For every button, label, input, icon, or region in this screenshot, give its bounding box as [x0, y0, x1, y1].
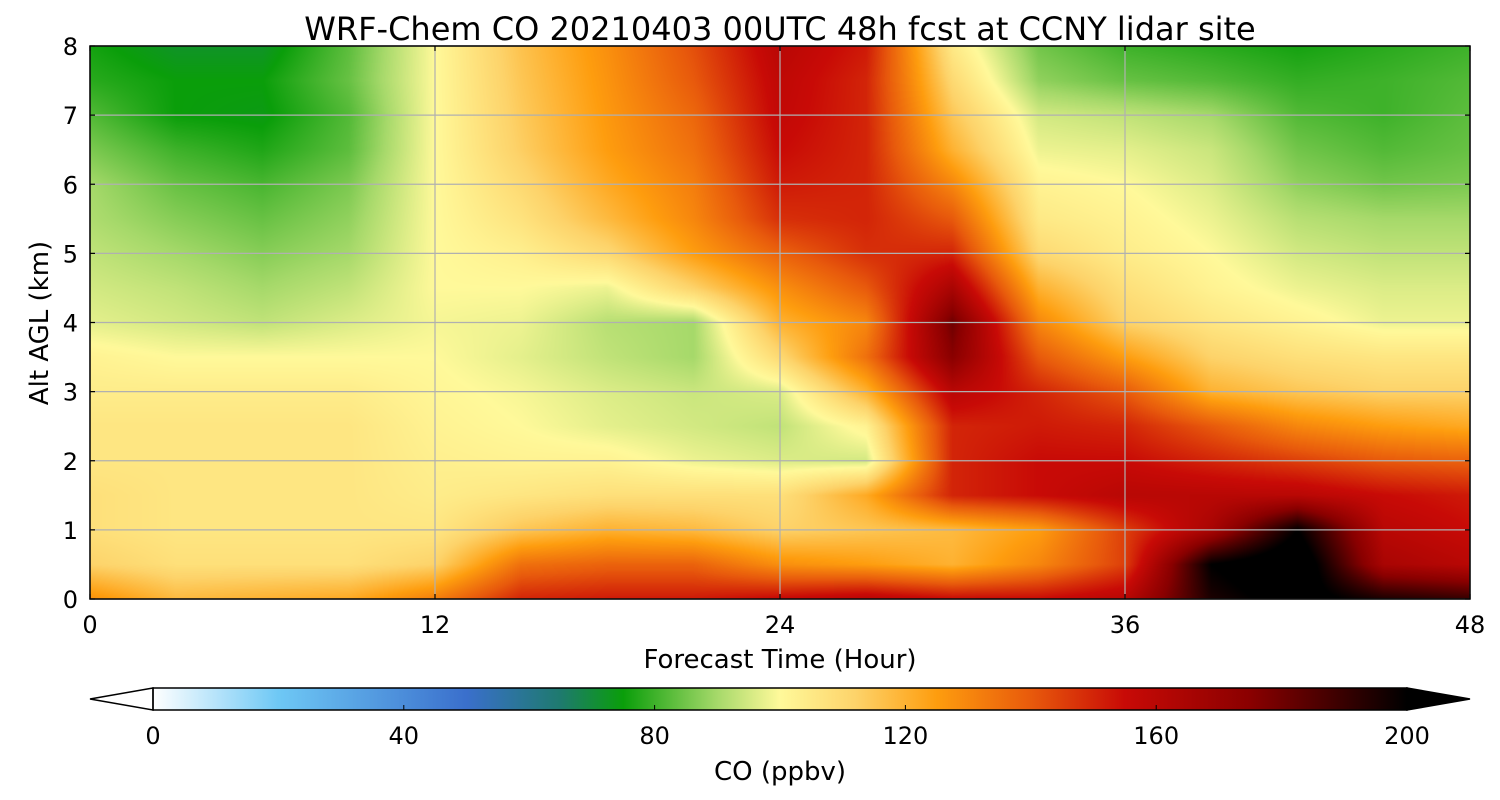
y-tick-label: 2 — [63, 448, 78, 476]
y-axis: 0 1 2 3 4 5 6 7 8 — [63, 33, 1470, 614]
y-tick-label: 4 — [63, 310, 78, 338]
y-tick-label: 7 — [63, 102, 78, 130]
y-tick-label: 8 — [63, 33, 78, 61]
y-tick-label: 5 — [63, 240, 78, 268]
colorbar-tick-label: 160 — [1133, 722, 1179, 750]
colorbar-frame — [152, 687, 1408, 711]
colorbar-ticks: 0 40 80 120 160 200 — [145, 705, 1430, 750]
colorbar-label: CO (ppbv) — [714, 757, 846, 787]
colorbar-over-extension — [1406, 687, 1471, 711]
x-tick-label: 0 — [82, 611, 97, 639]
x-tick-label: 48 — [1455, 611, 1486, 639]
colorbar-tick-label: 120 — [882, 722, 928, 750]
colorbar-tick-label: 40 — [389, 722, 420, 750]
colorbar-scale — [153, 688, 1407, 710]
colorbar-tick-label: 200 — [1384, 722, 1430, 750]
x-tick-label: 24 — [765, 611, 796, 639]
colorbar: 0 40 80 120 160 200 CO (ppbv) — [89, 687, 1471, 787]
y-axis-label: Alt AGL (km) — [25, 241, 55, 405]
x-tick-label: 36 — [1110, 611, 1141, 639]
y-tick-label: 6 — [63, 171, 78, 199]
y-tick-label: 1 — [63, 517, 78, 545]
colorbar-under-extension — [89, 687, 154, 711]
colorbar-tick-label: 0 — [145, 722, 160, 750]
x-axis: 0 12 24 36 48 — [82, 46, 1485, 639]
chart-title: WRF-Chem CO 20210403 00UTC 48h fcst at C… — [304, 10, 1255, 48]
y-tick-label: 3 — [63, 379, 78, 407]
colorbar-tick-label: 80 — [639, 722, 670, 750]
x-tick-label: 12 — [420, 611, 451, 639]
x-axis-label: Forecast Time (Hour) — [643, 645, 916, 675]
y-tick-label: 0 — [63, 586, 78, 614]
